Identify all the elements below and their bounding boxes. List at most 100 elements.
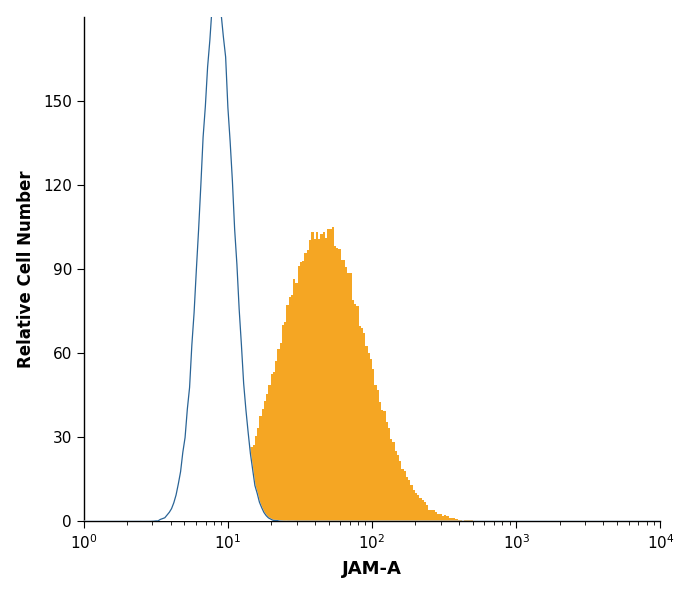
Bar [354,304,357,521]
Bar [381,409,384,521]
Bar [296,283,298,521]
Bar [442,515,444,521]
Bar [255,436,257,521]
Bar [223,502,226,521]
Bar [239,477,241,521]
Bar [194,518,196,521]
Bar [246,458,248,521]
Bar [330,228,332,521]
Bar [273,372,275,521]
Bar [284,322,287,521]
Bar [413,490,415,521]
Bar [198,516,201,521]
Bar [232,487,235,521]
Bar [183,519,185,521]
Bar [187,519,189,521]
Bar [439,515,442,521]
Bar [203,515,205,521]
Bar [266,394,268,521]
Bar [201,515,203,521]
Bar [293,279,296,521]
Bar [221,503,223,521]
Bar [320,234,323,521]
Bar [428,510,430,521]
Bar [457,520,460,521]
Bar [250,447,253,521]
Bar [241,468,244,521]
Bar [453,518,455,521]
Bar [235,486,237,521]
Bar [444,515,446,521]
Bar [248,457,250,521]
Bar [386,422,388,521]
Bar [300,262,302,521]
Bar [437,514,439,521]
Bar [455,519,457,521]
Bar [435,512,437,521]
Bar [212,510,214,521]
Bar [287,305,289,521]
Bar [404,471,406,521]
Bar [368,353,370,521]
Bar [178,520,180,521]
Bar [433,510,435,521]
Bar [226,499,228,521]
Bar [348,273,350,521]
Bar [327,229,330,521]
Bar [350,273,352,521]
Bar [275,361,278,521]
Bar [417,495,419,521]
Bar [325,237,327,521]
Bar [357,306,359,521]
Bar [189,519,192,521]
Bar [395,451,397,521]
Bar [307,250,309,521]
Bar [298,266,300,521]
Bar [305,253,307,521]
Bar [424,502,426,521]
Bar [253,446,255,521]
Bar [268,384,271,521]
Bar [401,469,404,521]
Bar [316,232,318,521]
Bar [192,518,194,521]
Bar [318,239,320,521]
Bar [384,411,386,521]
Bar [446,516,448,521]
Bar [375,385,377,521]
Bar [406,477,408,521]
Bar [363,333,366,521]
Bar [419,497,422,521]
Bar [332,227,334,521]
Bar [359,326,361,521]
Bar [311,232,314,521]
Bar [244,466,246,521]
Bar [314,239,316,521]
Bar [259,416,262,521]
Bar [282,325,284,521]
Bar [302,261,305,521]
Bar [230,489,232,521]
Bar [422,500,424,521]
Bar [334,246,336,521]
Bar [451,518,453,521]
Bar [271,374,273,521]
X-axis label: JAM-A: JAM-A [342,560,402,578]
Bar [341,259,343,521]
Bar [278,349,280,521]
Bar [415,493,417,521]
Bar [196,516,198,521]
Bar [219,503,221,521]
Bar [264,401,266,521]
Bar [289,297,291,521]
Bar [399,461,401,521]
Bar [207,512,210,521]
Bar [343,259,345,521]
Y-axis label: Relative Cell Number: Relative Cell Number [17,170,35,368]
Bar [257,428,259,521]
Bar [366,346,368,521]
Polygon shape [84,0,661,521]
Bar [408,480,410,521]
Bar [309,240,311,521]
Bar [262,409,264,521]
